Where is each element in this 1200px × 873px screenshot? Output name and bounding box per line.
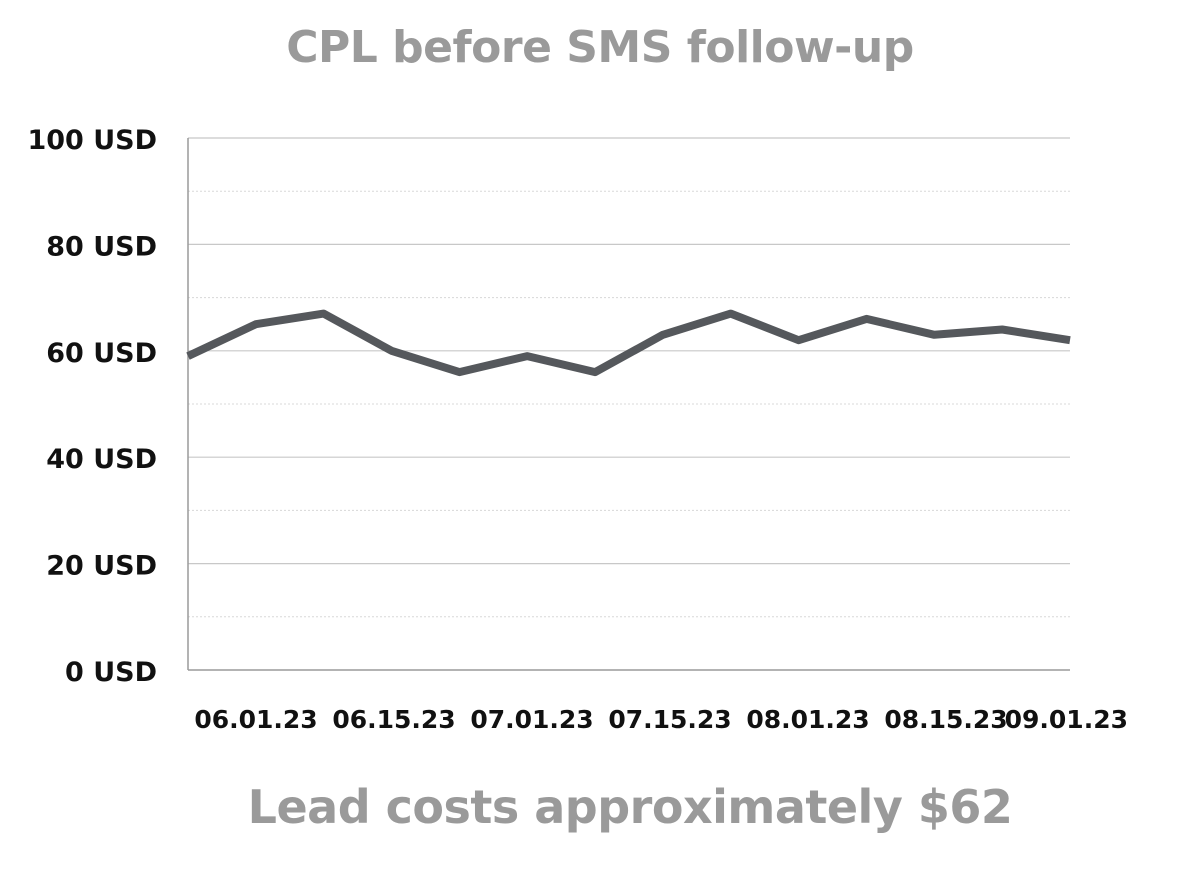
y-tick-label: 40 USD: [46, 444, 157, 475]
y-tick-labels: 0 USD 20 USD 40 USD 60 USD 80 USD 100 USD: [27, 125, 157, 688]
x-tick-label: 07.15.23: [608, 705, 731, 734]
y-tick-label: 0 USD: [65, 657, 157, 688]
chart-title: CPL before SMS follow-up: [286, 22, 914, 73]
x-tick-label: 06.01.23: [194, 705, 317, 734]
y-tick-label: 20 USD: [46, 551, 157, 582]
x-tick-label: 08.15.23: [884, 705, 1007, 734]
chart-caption: Lead costs approximately $62: [247, 780, 1013, 834]
y-tick-label: 100 USD: [27, 125, 157, 156]
x-tick-labels: 06.01.23 06.15.23 07.01.23 07.15.23 08.01.23…: [194, 705, 1128, 734]
x-tick-label: 06.15.23: [332, 705, 455, 734]
x-tick-label: 08.01.23: [746, 705, 869, 734]
y-tick-label: 60 USD: [46, 338, 157, 369]
x-tick-label: 09.01.23: [1005, 705, 1128, 734]
x-tick-label: 07.01.23: [470, 705, 593, 734]
axes: [187, 138, 1070, 671]
y-tick-label: 80 USD: [46, 231, 157, 262]
series-line: [186, 309, 1071, 377]
grid-lines: [188, 137, 1070, 618]
series-lines: [186, 309, 1071, 377]
